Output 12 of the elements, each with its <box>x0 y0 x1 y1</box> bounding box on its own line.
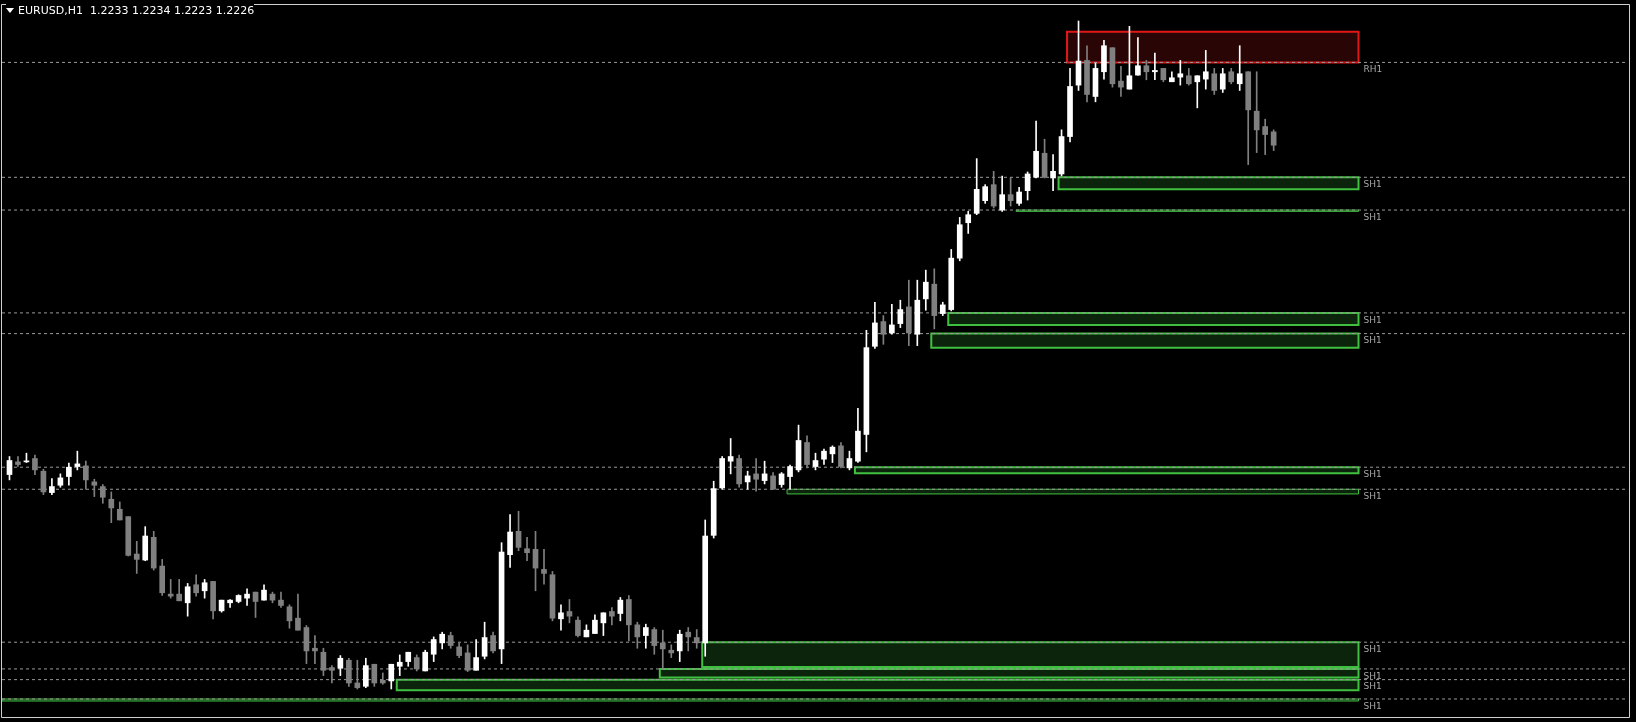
band-label: SH1 <box>1363 469 1382 480</box>
band-label: SH1 <box>1363 670 1382 681</box>
band-label: SH1 <box>1363 211 1382 222</box>
band-label: SH1 <box>1363 314 1382 325</box>
band-label: RH1 <box>1363 64 1383 75</box>
chart-title: EURUSD,H1 1.2233 1.2234 1.2223 1.2226 <box>18 4 255 17</box>
band-label: SH1 <box>1363 700 1382 711</box>
band-label: SH1 <box>1363 644 1382 655</box>
band-label: SH1 <box>1363 681 1382 692</box>
band-label: SH1 <box>1363 335 1382 346</box>
band-label: SH1 <box>1363 179 1382 190</box>
band-label: SH1 <box>1363 491 1382 502</box>
